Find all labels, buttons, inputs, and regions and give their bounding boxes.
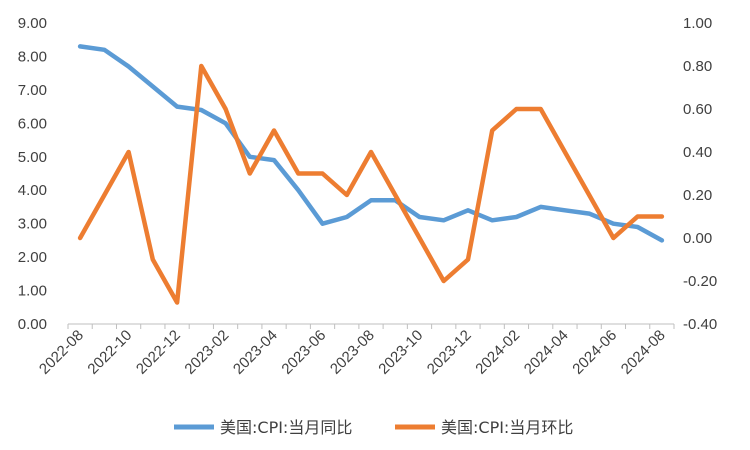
x-tick-label: 2023-10 — [375, 327, 426, 378]
legend-label-yoy: 美国:CPI:当月同比 — [220, 418, 352, 437]
right-y-tick-label: 0.80 — [683, 58, 712, 75]
right-y-tick-label: -0.40 — [683, 316, 717, 333]
right-y-axis: -0.40 -0.20 0.00 0.20 0.40 0.60 0.80 1.00 — [683, 15, 717, 333]
x-tick-label: 2024-02 — [472, 327, 523, 378]
left-y-tick-label: 1.00 — [18, 283, 47, 300]
left-y-tick-label: 4.00 — [18, 182, 47, 199]
right-y-tick-label: 1.00 — [683, 15, 712, 32]
x-tick-label: 2022-12 — [133, 327, 184, 378]
right-y-tick-label: -0.20 — [683, 273, 717, 290]
left-y-tick-label: 5.00 — [18, 149, 47, 166]
x-tick-label: 2023-06 — [278, 327, 329, 378]
x-tick-label: 2024-08 — [618, 327, 669, 378]
left-y-tick-label: 6.00 — [18, 115, 47, 132]
left-y-tick-label: 2.00 — [18, 249, 47, 266]
x-tick-label: 2022-10 — [84, 327, 135, 378]
left-y-tick-label: 0.00 — [18, 316, 47, 333]
x-tick-label: 2023-12 — [424, 327, 475, 378]
x-tick-label: 2023-08 — [327, 327, 378, 378]
left-y-tick-label: 9.00 — [18, 15, 47, 32]
x-tick-label: 2023-04 — [230, 327, 281, 378]
series-line-mom — [77, 63, 665, 305]
left-y-tick-label: 8.00 — [18, 48, 47, 65]
right-y-tick-label: 0.40 — [683, 144, 712, 161]
left-y-axis: 0.00 1.00 2.00 3.00 4.00 5.00 6.00 7.00 8.00 9.00 — [18, 15, 47, 333]
series-line-yoy — [77, 44, 665, 243]
x-tick-label: 2024-04 — [521, 327, 572, 378]
right-y-tick-label: 0.60 — [683, 101, 712, 118]
x-tick-label: 2023-02 — [181, 327, 232, 378]
x-axis: 2022-082022-102022-122023-022023-042023-… — [36, 323, 675, 378]
left-y-tick-label: 7.00 — [18, 82, 47, 99]
x-tick-label: 2024-06 — [569, 327, 620, 378]
x-tick-label: 2022-08 — [36, 327, 87, 378]
legend: 美国:CPI:当月同比 美国:CPI:当月环比 — [174, 418, 573, 437]
right-y-tick-label: 0.20 — [683, 187, 712, 204]
legend-label-mom: 美国:CPI:当月环比 — [441, 418, 573, 437]
right-y-tick-label: 0.00 — [683, 230, 712, 247]
left-y-tick-label: 3.00 — [18, 216, 47, 233]
series-layer — [77, 44, 665, 305]
